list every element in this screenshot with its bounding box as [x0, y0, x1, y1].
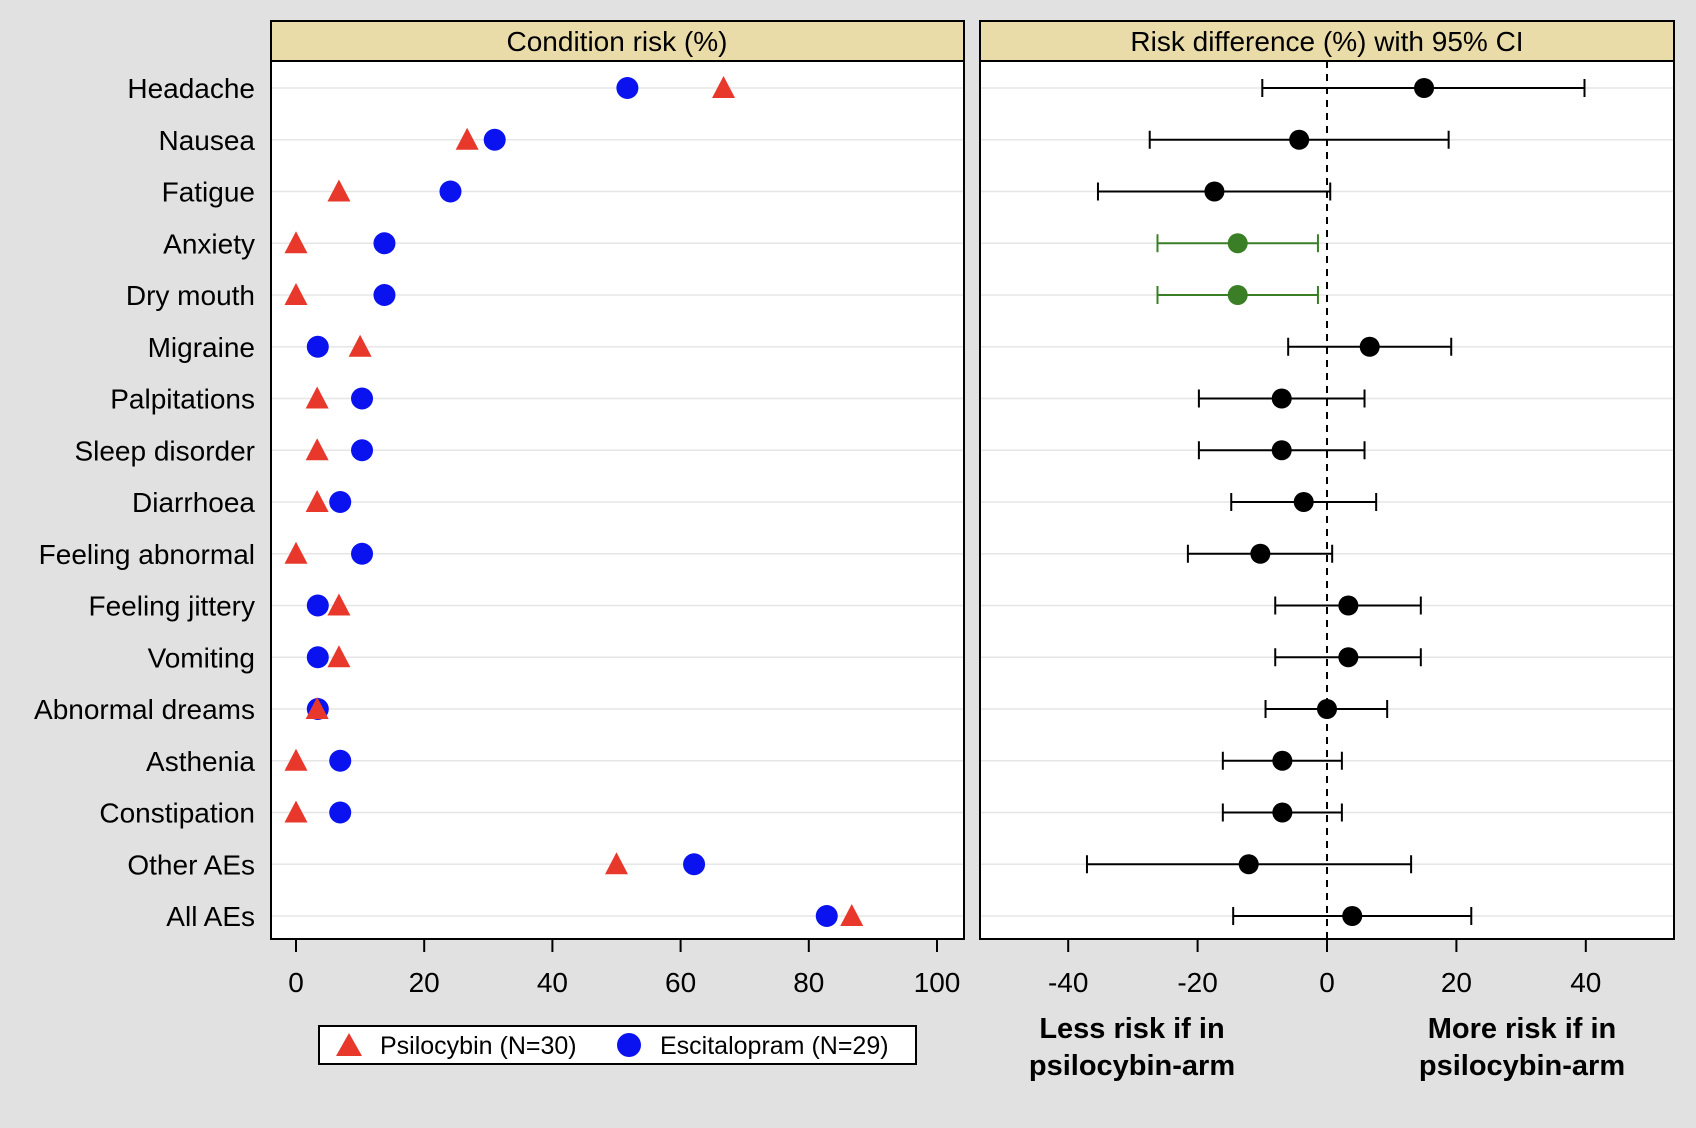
left-x-tick-label: 60: [665, 967, 696, 998]
condition-label: Diarrhoea: [132, 487, 255, 518]
left-gridlines: [271, 87, 964, 917]
left-x-tick-label: 100: [914, 967, 961, 998]
risk-difference-point: [1317, 699, 1337, 719]
right-panel-title: Risk difference (%) with 95% CI: [1130, 26, 1523, 57]
condition-labels: Headache Nausea Fatigue Anxiety Dry mouth Mig…: [34, 73, 255, 932]
risk-difference-point: [1227, 233, 1248, 254]
legend-label-psilocybin: Psilocybin (N=30): [380, 1032, 577, 1060]
condition-label: Fatigue: [162, 177, 255, 208]
right-x-tick-label: 0: [1319, 967, 1335, 998]
condition-label: Asthenia: [146, 746, 255, 777]
psilocybin-point: [348, 334, 372, 357]
annotation-less-risk-line2: psilocybin-arm: [1029, 1050, 1235, 1082]
risk-difference-point: [1289, 129, 1310, 150]
left-x-axis: 0 20 40 60 80 100: [288, 939, 960, 998]
right-x-tick-label: 20: [1441, 967, 1472, 998]
condition-label: Migraine: [148, 332, 255, 363]
risk-difference-point: [1338, 647, 1359, 668]
psilocybin-point: [327, 645, 351, 668]
escitalopram-point: [329, 749, 352, 772]
legend-circle-icon: [617, 1033, 641, 1057]
condition-label: Dry mouth: [126, 280, 255, 311]
risk-difference-point: [1271, 388, 1292, 409]
left-x-tick-label: 0: [288, 967, 304, 998]
psilocybin-point: [327, 593, 351, 616]
escitalopram-point: [373, 232, 396, 255]
escitalopram-point: [329, 491, 352, 513]
risk-difference-point: [1250, 543, 1271, 564]
condition-label: Sleep disorder: [74, 435, 255, 466]
condition-label: Nausea: [158, 125, 255, 156]
risk-difference-point: [1272, 802, 1293, 823]
psilocybin-point: [284, 231, 308, 254]
escitalopram-point: [683, 853, 706, 876]
psilocybin-point: [840, 904, 864, 926]
condition-label: Feeling abnormal: [39, 539, 255, 570]
annotation-more-risk-line1: More risk if in: [1428, 1013, 1617, 1045]
risk-difference-point: [1293, 492, 1314, 512]
psilocybin-point: [284, 283, 308, 305]
left-data-marks: [284, 76, 864, 927]
escitalopram-point: [329, 801, 352, 824]
condition-label: Abnormal dreams: [34, 694, 255, 725]
right-x-axis: -40 -20 0 20 40: [1048, 939, 1601, 998]
left-x-tick-label: 80: [793, 967, 824, 998]
condition-label: All AEs: [166, 901, 255, 932]
psilocybin-point: [284, 541, 308, 564]
condition-label: Headache: [127, 73, 255, 104]
right-x-tick-label: -20: [1177, 967, 1217, 998]
legend: Psilocybin (N=30) Escitalopram (N=29): [318, 1025, 917, 1065]
left-panel-title: Condition risk (%): [507, 26, 728, 57]
risk-difference-point: [1271, 440, 1292, 461]
annotation-less-risk-line1: Less risk if in: [1039, 1013, 1224, 1045]
psilocybin-point: [327, 179, 351, 202]
psilocybin-point: [284, 800, 308, 823]
left-x-tick-label: 20: [409, 967, 440, 998]
risk-difference-point: [1359, 336, 1380, 357]
left-panel-frame: [270, 20, 965, 940]
escitalopram-point: [351, 542, 374, 565]
risk-difference-point: [1227, 285, 1248, 305]
psilocybin-point: [284, 748, 308, 771]
psilocybin-point: [605, 852, 628, 875]
psilocybin-point: [455, 127, 479, 150]
escitalopram-point: [306, 646, 329, 669]
psilocybin-point: [305, 697, 329, 719]
condition-label: Other AEs: [127, 849, 255, 880]
escitalopram-point: [483, 128, 506, 151]
risk-difference-point: [1338, 595, 1359, 616]
condition-label: Feeling jittery: [88, 591, 255, 622]
escitalopram-point: [439, 180, 462, 203]
condition-label: Anxiety: [163, 228, 255, 259]
left-x-tick-label: 40: [537, 967, 568, 998]
right-x-tick-label: 40: [1570, 967, 1601, 998]
risk-difference-point: [1342, 906, 1363, 926]
psilocybin-point: [305, 386, 329, 409]
escitalopram-point: [351, 387, 374, 410]
legend-triangle-icon: [336, 1033, 362, 1056]
right-data-marks: [1085, 78, 1586, 926]
legend-label-escitalopram: Escitalopram (N=29): [660, 1032, 889, 1060]
risk-difference-point: [1204, 181, 1225, 202]
psilocybin-point: [305, 438, 329, 461]
condition-label: Constipation: [99, 798, 255, 829]
escitalopram-point: [616, 77, 639, 99]
condition-label: Palpitations: [110, 384, 255, 415]
escitalopram-point: [306, 594, 329, 617]
psilocybin-point: [305, 490, 329, 512]
escitalopram-point: [815, 905, 838, 927]
escitalopram-point: [351, 439, 374, 462]
risk-difference-point: [1238, 854, 1259, 875]
right-x-tick-label: -40: [1048, 967, 1088, 998]
left-plot-area: [271, 21, 964, 939]
annotation-more-risk-line2: psilocybin-arm: [1419, 1050, 1625, 1082]
escitalopram-point: [373, 284, 396, 306]
psilocybin-point: [712, 76, 736, 98]
escitalopram-point: [306, 335, 329, 358]
risk-difference-point: [1414, 78, 1435, 98]
risk-difference-point: [1272, 750, 1293, 771]
condition-label: Vomiting: [148, 642, 255, 673]
